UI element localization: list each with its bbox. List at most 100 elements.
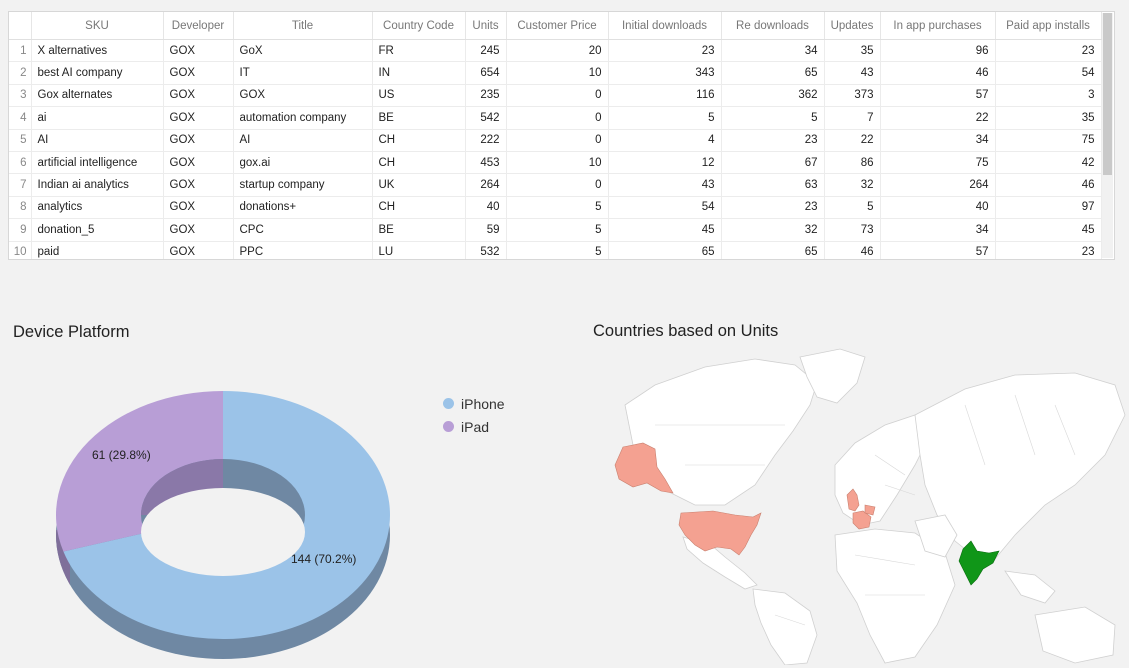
map-country-india[interactable] <box>958 540 1000 586</box>
table-cell[interactable]: GOX <box>163 84 234 108</box>
table-cell[interactable]: 63 <box>721 173 825 197</box>
map-country-belgium-switzerland[interactable] <box>864 504 876 516</box>
table-cell[interactable]: 45 <box>995 218 1102 242</box>
table-cell[interactable]: 23 <box>608 39 722 63</box>
table-cell[interactable]: best AI company <box>31 61 164 85</box>
table-cell[interactable]: LU <box>372 241 466 259</box>
table-cell[interactable]: 73 <box>824 218 881 242</box>
table-scrollbar-thumb[interactable] <box>1103 13 1112 175</box>
table-cell[interactable]: 43 <box>608 173 722 197</box>
table-row[interactable]: 7 Indian ai analytics GOX startup company UK… <box>9 173 1102 197</box>
table-cell[interactable]: 59 <box>465 218 507 242</box>
map-region-south-america[interactable] <box>752 588 818 665</box>
column-header-initial-downloads[interactable]: Initial downloads <box>608 12 722 40</box>
table-cell[interactable]: 46 <box>880 61 996 85</box>
table-cell[interactable]: donations+ <box>233 196 373 220</box>
table-cell[interactable]: 0 <box>506 129 609 152</box>
table-cell[interactable]: 22 <box>880 106 996 130</box>
table-row[interactable]: 9 donation_5 GOX CPC BE 59 5 45 32 73 34 45 <box>9 218 1102 242</box>
legend-item-ipad[interactable]: iPad <box>443 415 505 438</box>
table-cell[interactable]: 222 <box>465 129 507 152</box>
table-cell[interactable]: FR <box>372 39 466 63</box>
table-cell[interactable]: 22 <box>824 129 881 152</box>
table-cell[interactable]: 5 <box>608 106 722 130</box>
table-cell[interactable]: CH <box>372 129 466 152</box>
table-cell[interactable]: 10 <box>506 151 609 175</box>
table-cell[interactable]: BE <box>372 218 466 242</box>
table-cell[interactable]: 35 <box>824 39 881 63</box>
table-cell[interactable]: IN <box>372 61 466 85</box>
table-cell[interactable]: GOX <box>163 196 234 220</box>
table-cell[interactable]: Indian ai analytics <box>31 173 164 197</box>
table-cell[interactable]: 65 <box>721 61 825 85</box>
table-cell[interactable]: 65 <box>608 241 722 259</box>
table-cell[interactable]: 42 <box>995 151 1102 175</box>
table-cell[interactable]: 35 <box>995 106 1102 130</box>
table-cell[interactable]: GOX <box>163 218 234 242</box>
table-cell[interactable]: 57 <box>880 84 996 108</box>
table-cell[interactable]: GOX <box>163 61 234 85</box>
table-cell[interactable]: 20 <box>506 39 609 63</box>
table-cell[interactable]: 67 <box>721 151 825 175</box>
table-cell[interactable]: 5 <box>721 106 825 130</box>
table-cell[interactable]: 34 <box>880 218 996 242</box>
map-region-australia[interactable] <box>1034 606 1116 664</box>
column-header-developer[interactable]: Developer <box>163 12 234 40</box>
map-region-asia[interactable] <box>914 372 1126 560</box>
column-header-customer-price[interactable]: Customer Price <box>506 12 609 40</box>
table-cell[interactable]: 57 <box>880 241 996 259</box>
table-cell[interactable]: GOX <box>163 173 234 197</box>
table-cell[interactable]: IT <box>233 61 373 85</box>
map-country-united-kingdom[interactable] <box>846 488 860 512</box>
column-header-title[interactable]: Title <box>233 12 373 40</box>
table-cell[interactable]: 32 <box>721 218 825 242</box>
table-cell[interactable]: PPC <box>233 241 373 259</box>
table-cell[interactable]: startup company <box>233 173 373 197</box>
table-cell[interactable]: GOX <box>163 106 234 130</box>
map-region-africa[interactable] <box>834 528 956 664</box>
table-cell[interactable]: 264 <box>880 173 996 197</box>
table-row[interactable]: 6 artificial intelligence GOX gox.ai CH 453 10… <box>9 151 1102 175</box>
table-cell[interactable]: GoX <box>233 39 373 63</box>
map-region-southeast-asia[interactable] <box>1004 570 1056 604</box>
table-cell[interactable]: 54 <box>995 61 1102 85</box>
table-cell[interactable]: CH <box>372 196 466 220</box>
table-row[interactable]: 10 paid GOX PPC LU 532 5 65 65 46 57 23 <box>9 241 1102 259</box>
table-cell[interactable]: 12 <box>608 151 722 175</box>
column-header-updates[interactable]: Updates <box>824 12 881 40</box>
table-cell[interactable]: AI <box>233 129 373 152</box>
table-cell[interactable]: 532 <box>465 241 507 259</box>
table-cell[interactable]: 40 <box>465 196 507 220</box>
table-cell[interactable]: GOX <box>233 84 373 108</box>
table-cell[interactable]: 245 <box>465 39 507 63</box>
table-cell[interactable]: 453 <box>465 151 507 175</box>
column-header-country-code[interactable]: Country Code <box>372 12 466 40</box>
table-cell[interactable]: 97 <box>995 196 1102 220</box>
table-row[interactable]: 2 best AI company GOX IT IN 654 10 343 65 43 46 54 <box>9 61 1102 85</box>
table-cell[interactable]: 75 <box>995 129 1102 152</box>
table-cell[interactable]: Gox alternates <box>31 84 164 108</box>
table-cell[interactable]: 362 <box>721 84 825 108</box>
table-cell[interactable]: 43 <box>824 61 881 85</box>
table-cell[interactable]: gox.ai <box>233 151 373 175</box>
table-cell[interactable]: 23 <box>995 241 1102 259</box>
table-cell[interactable]: 40 <box>880 196 996 220</box>
table-cell[interactable]: US <box>372 84 466 108</box>
table-cell[interactable]: GOX <box>163 39 234 63</box>
map-region-greenland[interactable] <box>799 348 866 404</box>
table-cell[interactable]: paid <box>31 241 164 259</box>
map-country-united-states[interactable] <box>678 510 762 556</box>
table-cell[interactable]: 0 <box>506 84 609 108</box>
table-cell[interactable]: 5 <box>824 196 881 220</box>
table-cell[interactable]: 542 <box>465 106 507 130</box>
table-cell[interactable]: GOX <box>163 129 234 152</box>
table-cell[interactable]: 235 <box>465 84 507 108</box>
table-cell[interactable]: GOX <box>163 241 234 259</box>
table-cell[interactable]: 32 <box>824 173 881 197</box>
table-cell[interactable]: 34 <box>721 39 825 63</box>
table-cell[interactable]: 86 <box>824 151 881 175</box>
column-header-units[interactable]: Units <box>465 12 507 40</box>
table-row[interactable]: 5 AI GOX AI CH 222 0 4 23 22 34 75 <box>9 129 1102 152</box>
table-cell[interactable]: 10 <box>506 61 609 85</box>
